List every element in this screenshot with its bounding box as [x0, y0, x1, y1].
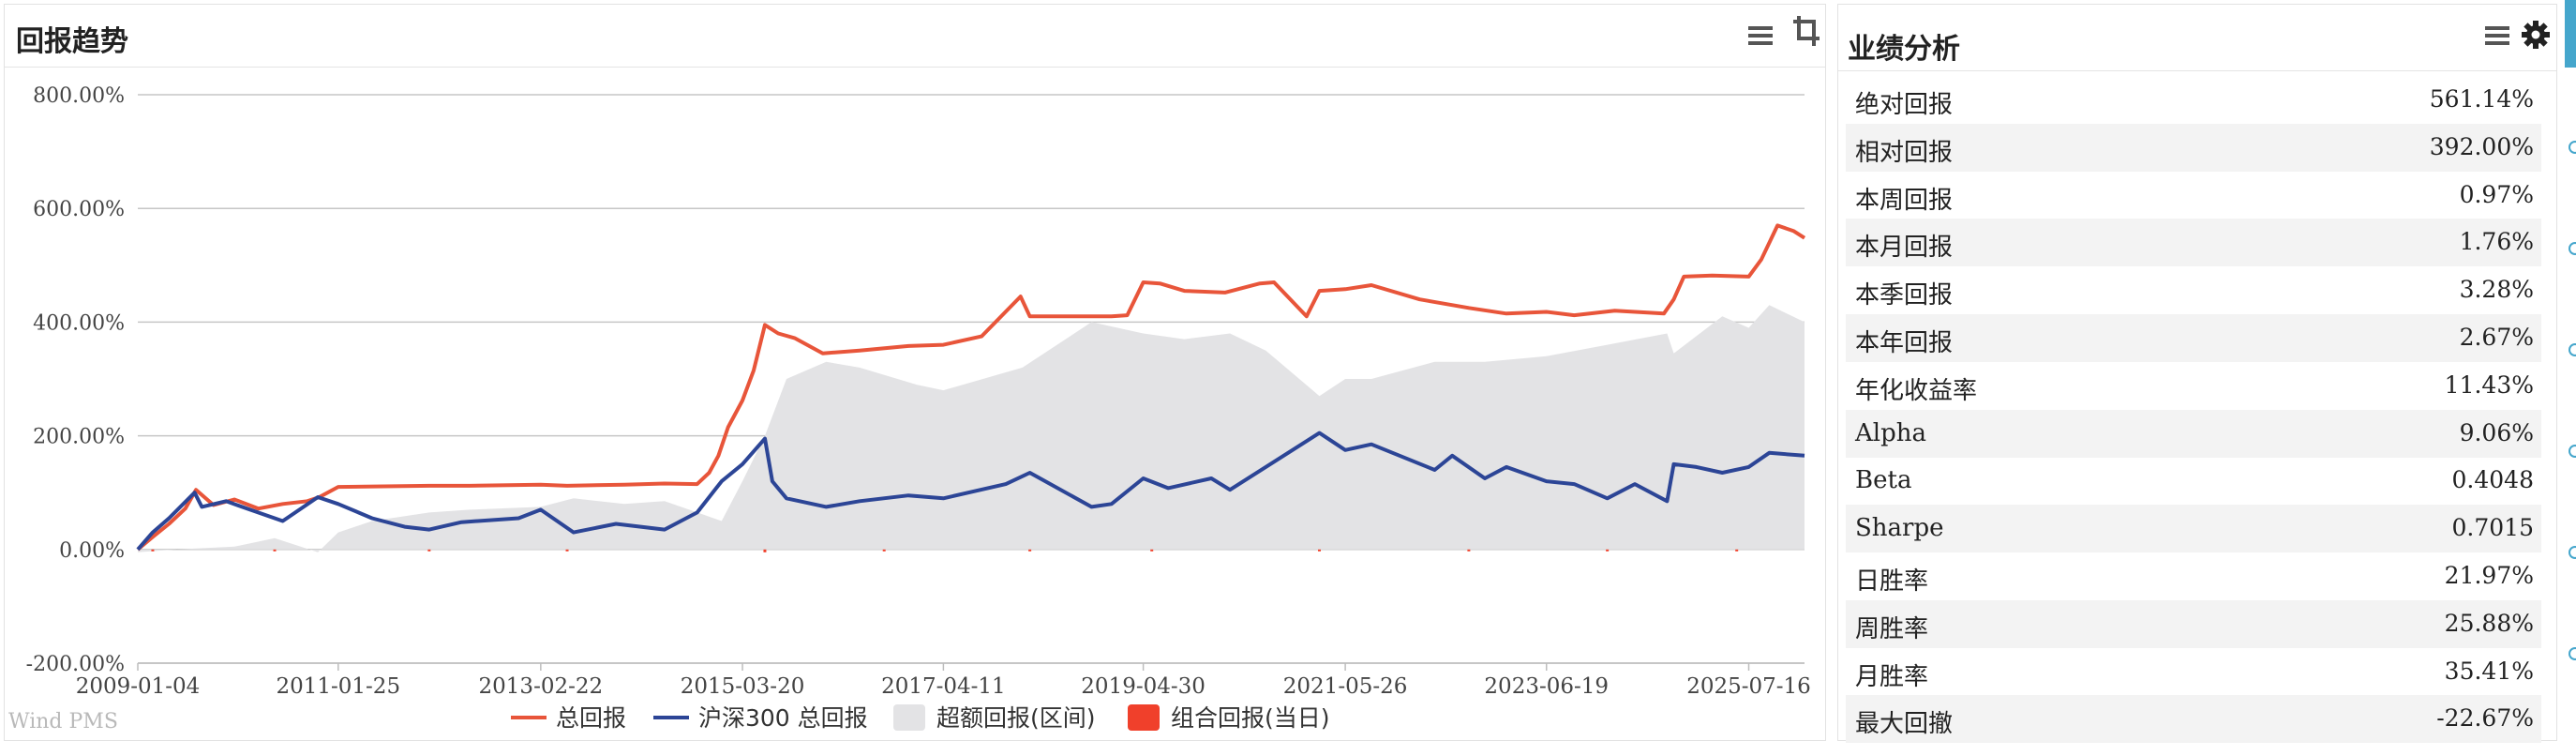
metric-value: 11.43%	[2444, 370, 2534, 399]
metric-row: 相对回报 392.00%	[1846, 123, 2541, 172]
metric-label: 本年回报	[1855, 329, 1954, 357]
metric-value: 0.7015	[2451, 514, 2534, 542]
metric-row: 绝对回报 561.14%	[1846, 76, 2541, 124]
side-marker	[2569, 445, 2576, 458]
menu-icon[interactable]	[2483, 22, 2511, 50]
metric-value: 0.4048	[2451, 466, 2534, 494]
metric-value: 392.00%	[2429, 132, 2534, 160]
x-tick-label: 2019-04-30	[1081, 674, 1206, 699]
return-trend-panel: 回报趋势 800.00% 600.00% 400.00% 200.00% 0.00% -2…	[4, 4, 1826, 741]
metric-label: 本周回报	[1855, 186, 1954, 215]
metric-row: 本月回报 1.76%	[1846, 219, 2541, 267]
title-divider	[5, 67, 1825, 68]
y-tick-label: 200.00%	[33, 426, 125, 449]
metric-value: 561.14%	[2429, 85, 2534, 113]
x-tick-label: 2011-01-25	[276, 674, 400, 699]
daily-return-bar	[1606, 549, 1610, 552]
metric-value: 2.67%	[2459, 324, 2534, 351]
metric-row: 最大回撤 -22.67%	[1846, 695, 2541, 744]
legend-label: 总回报	[556, 704, 626, 732]
metric-label: 日胜率	[1855, 567, 1929, 596]
metric-value: 21.97%	[2444, 562, 2534, 589]
side-marker	[2569, 141, 2576, 154]
daily-return-bar	[1735, 549, 1739, 552]
metric-row: Sharpe 0.7015	[1846, 505, 2541, 553]
side-marker	[2569, 242, 2576, 255]
metric-label: 月胜率	[1855, 662, 1929, 691]
legend-label: 沪深300 总回报	[698, 704, 868, 732]
metric-row: 本周回报 0.97%	[1846, 172, 2541, 219]
legend-swatch	[893, 704, 925, 731]
daily-return-bar	[151, 549, 155, 552]
metric-label: Sharpe	[1855, 514, 1944, 543]
metric-row: Beta 0.4048	[1846, 457, 2541, 505]
daily-return-bar	[1467, 549, 1471, 552]
metric-row: Alpha 9.06%	[1846, 409, 2541, 458]
metric-label: 本季回报	[1855, 281, 1954, 310]
metric-label: 年化收益率	[1855, 376, 1978, 405]
metric-label: 最大回撤	[1855, 710, 1954, 739]
legend-label: 超额回报(区间)	[936, 704, 1096, 732]
x-tick-label: 2015-03-20	[681, 674, 805, 699]
excess-return-area	[138, 305, 1805, 552]
return-trend-chart: 800.00% 600.00% 400.00% 200.00% 0.00% -200.00…	[26, 84, 1811, 732]
daily-return-bar	[565, 549, 569, 552]
metric-row: 周胜率 25.88%	[1846, 599, 2541, 648]
daily-return-bar	[1028, 549, 1032, 552]
panel-title: 回报趋势	[16, 25, 128, 58]
metric-value: 25.88%	[2444, 609, 2534, 637]
metric-row: 年化收益率 11.43%	[1846, 362, 2541, 410]
y-tick-label: 800.00%	[33, 84, 125, 108]
y-tick-label: 0.00%	[59, 539, 125, 563]
gear-icon[interactable]	[2521, 20, 2551, 50]
daily-return-bar	[1150, 549, 1154, 552]
legend-swatch	[1128, 704, 1160, 731]
metric-value: 1.76%	[2459, 228, 2534, 256]
y-tick-label: 600.00%	[33, 198, 125, 221]
metric-value: 3.28%	[2459, 276, 2534, 304]
metric-label: 周胜率	[1855, 614, 1929, 643]
metric-label: Alpha	[1855, 418, 1926, 447]
x-tick-label: 2017-04-11	[881, 674, 1006, 699]
metric-value: -22.67%	[2436, 704, 2534, 733]
x-tick-label: 2023-06-19	[1484, 674, 1609, 699]
side-marker	[2569, 546, 2576, 559]
metric-row: 本季回报 3.28%	[1846, 266, 2541, 314]
metric-row: 月胜率 35.41%	[1846, 648, 2541, 696]
total-return-line	[136, 223, 1806, 552]
metric-label: 绝对回报	[1855, 91, 1954, 119]
crop-icon[interactable]	[1791, 14, 1821, 48]
side-accent-bar	[2565, 0, 2576, 68]
panel-title: 业绩分析	[1848, 33, 1960, 66]
metric-label: 本月回报	[1855, 234, 1954, 263]
daily-return-bar	[273, 549, 277, 552]
x-tick-label: 2013-02-22	[479, 674, 604, 699]
menu-icon[interactable]	[1746, 22, 1775, 50]
watermark: Wind PMS	[8, 710, 118, 733]
metric-value: 35.41%	[2444, 657, 2534, 685]
x-tick-label: 2021-05-26	[1283, 674, 1408, 699]
chart-legend: 总回报 沪深300 总回报 超额回报(区间) 组合回报(当日)	[511, 704, 1330, 732]
side-marker	[2569, 647, 2576, 660]
metric-row: 本年回报 2.67%	[1846, 314, 2541, 362]
metric-label: 相对回报	[1855, 138, 1954, 167]
performance-panel: 业绩分析 绝对回报 561.14% 相对回报 392.00% 本周回报 0.97% 本月回报…	[1837, 4, 2557, 744]
csi300-return-line	[136, 431, 1805, 552]
daily-return-bar	[427, 549, 431, 552]
metric-value: 0.97%	[2459, 180, 2534, 208]
legend-label: 组合回报(当日)	[1171, 704, 1330, 732]
title-divider	[1838, 70, 2556, 71]
y-tick-label: 400.00%	[33, 311, 125, 335]
metric-label: Beta	[1855, 466, 1912, 495]
side-marker	[2569, 343, 2576, 356]
daily-return-bar	[882, 549, 886, 552]
daily-return-bar	[763, 549, 767, 552]
metric-value: 9.06%	[2459, 418, 2534, 446]
x-tick-label: 2009-01-04	[76, 674, 201, 699]
y-tick-label: -200.00%	[26, 653, 125, 676]
daily-return-bar	[1317, 549, 1321, 552]
metric-row: 日胜率 21.97%	[1846, 552, 2541, 600]
x-tick-label: 2025-07-16	[1686, 674, 1811, 699]
